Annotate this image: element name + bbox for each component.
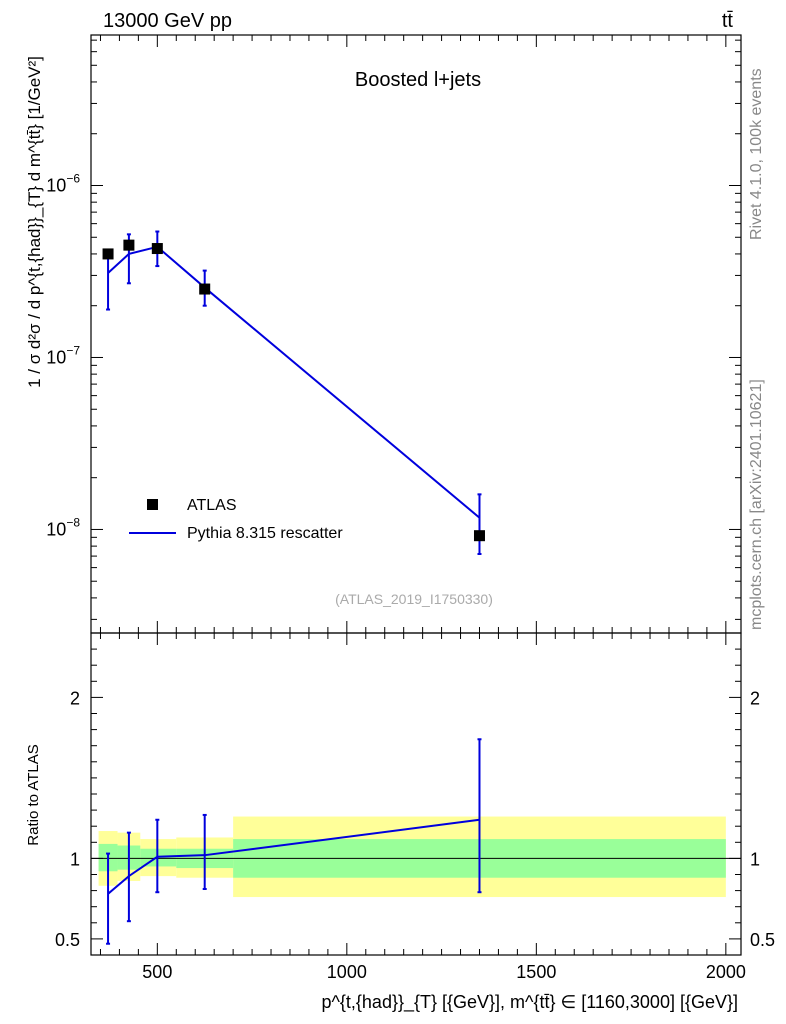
axis-tick-labels: 500 1000 1500 2000 10−8 10−7 10−6 0.5 0.5 1 1 2 2 bbox=[46, 171, 775, 982]
atlas-point-4 bbox=[473, 530, 485, 542]
pythia-line bbox=[107, 245, 481, 519]
y-tick-exponent-1: −7 bbox=[66, 343, 80, 357]
ratio-y-axis-label: Ratio to ATLAS bbox=[25, 744, 42, 845]
process-label: tt̄ bbox=[722, 10, 734, 32]
main-series bbox=[102, 230, 485, 555]
ratio-tick-label-right-0: 0.5 bbox=[750, 930, 775, 950]
x-tick-label-0: 500 bbox=[142, 962, 172, 982]
ratio-series bbox=[106, 738, 482, 945]
chart-title: Boosted l+jets bbox=[355, 69, 481, 91]
atlas-point-3 bbox=[199, 283, 211, 295]
source-label: mcplots.cern.ch [arXiv:2401.10621] bbox=[748, 379, 765, 630]
x-tick-label-2: 1500 bbox=[516, 962, 556, 982]
analysis-id: (ATLAS_2019_I1750330) bbox=[335, 591, 493, 607]
legend: ATLAS Pythia 8.315 rescatter bbox=[129, 497, 343, 542]
ratio-tick-label-right-1: 1 bbox=[750, 849, 760, 869]
ratio-tick-label-left-2: 2 bbox=[70, 688, 80, 708]
atlas-point-0 bbox=[102, 248, 114, 260]
y-tick-label-1: 10−7 bbox=[46, 343, 80, 367]
y-tick-label-2: 10−6 bbox=[46, 171, 80, 195]
main-plot-frame bbox=[90, 34, 742, 634]
axis-ticks bbox=[91, 35, 741, 955]
rivet-version-label: Rivet 4.1.0, 100k events bbox=[748, 68, 765, 240]
ratio-tick-label-right-2: 2 bbox=[750, 688, 760, 708]
y-axis-label: 1 / σ d²σ / d p^{t,{had}}_{T} d m^{tt̄} … bbox=[25, 56, 44, 388]
legend-marker-atlas bbox=[147, 499, 158, 510]
ratio-plot-frame bbox=[90, 632, 742, 956]
x-tick-label-1: 1000 bbox=[327, 962, 367, 982]
legend-label-atlas: ATLAS bbox=[187, 497, 237, 514]
atlas-point-1 bbox=[123, 239, 135, 251]
atlas-point-2 bbox=[151, 243, 163, 255]
x-axis-label: p^{t,{had}}_{T} [{GeV}], m^{tt̄} ∈ [1160… bbox=[321, 992, 738, 1013]
energy-label: 13000 GeV pp bbox=[103, 10, 232, 32]
y-tick-label-0: 10−8 bbox=[46, 515, 80, 539]
y-tick-exponent-0: −8 bbox=[66, 515, 80, 529]
legend-label-pythia: Pythia 8.315 rescatter bbox=[187, 525, 343, 542]
ratio-tick-label-left-1: 1 bbox=[70, 849, 80, 869]
ratio-tick-label-left-0: 0.5 bbox=[55, 930, 80, 950]
y-tick-exponent-2: −6 bbox=[66, 171, 80, 185]
x-tick-label-3: 2000 bbox=[706, 962, 746, 982]
